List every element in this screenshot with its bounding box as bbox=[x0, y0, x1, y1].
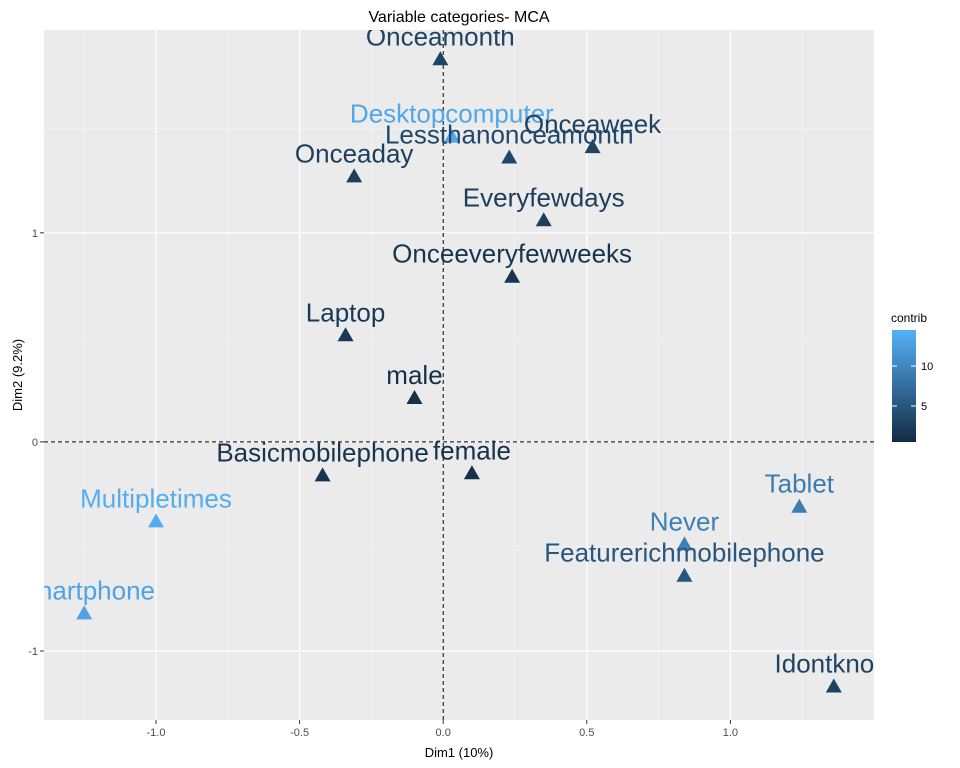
y-tick-label: 0 bbox=[32, 437, 38, 449]
y-tick-label: -1 bbox=[28, 646, 38, 658]
point-marker bbox=[76, 605, 93, 620]
point-label: Onceaday bbox=[295, 138, 414, 168]
point-label: Smartphone bbox=[13, 575, 155, 605]
x-tick-label: -0.5 bbox=[290, 727, 309, 739]
x-tick-label: -1.0 bbox=[147, 727, 166, 739]
legend-tick-label: 5 bbox=[921, 401, 927, 413]
x-tick-label: 0.5 bbox=[579, 727, 594, 739]
plot-panel bbox=[44, 30, 874, 720]
point-label: Onceaweek bbox=[524, 109, 662, 139]
point-label: Onceeveryfewweeks bbox=[392, 239, 632, 269]
point-label: Everyfewdays bbox=[463, 182, 625, 212]
point-label: Multipletimes bbox=[80, 483, 232, 513]
point-marker bbox=[504, 268, 521, 283]
point-label: female bbox=[433, 435, 511, 465]
grid-minor bbox=[44, 30, 874, 720]
point-marker bbox=[432, 51, 449, 66]
point-marker bbox=[825, 678, 842, 693]
chart-title: Variable categories- MCA bbox=[368, 9, 549, 26]
point-marker bbox=[501, 149, 518, 164]
data-points bbox=[76, 51, 842, 693]
point-label: Idontknow bbox=[775, 649, 894, 679]
point-label: Tablet bbox=[765, 469, 835, 499]
point-marker bbox=[443, 128, 460, 143]
x-axis-ticks: -1.0 -0.5 0.0 0.5 1.0 bbox=[147, 720, 738, 739]
legend-title: contrib bbox=[891, 311, 927, 325]
point-marker bbox=[676, 567, 693, 582]
point-marker bbox=[463, 465, 480, 480]
point-marker bbox=[535, 212, 552, 227]
point-marker bbox=[676, 536, 693, 551]
point-marker bbox=[791, 498, 808, 513]
y-axis-ticks: -1 0 1 bbox=[28, 228, 44, 658]
point-label: Basicmobilephone bbox=[216, 437, 428, 467]
point-marker bbox=[314, 467, 331, 482]
reference-lines bbox=[44, 30, 874, 720]
point-marker bbox=[337, 327, 354, 342]
x-axis-title: Dim1 (10%) bbox=[425, 745, 494, 760]
point-labels: Onceamonth DesktopcomputerLessthanonceamo… bbox=[13, 21, 894, 679]
legend-ticks: 5 10 bbox=[892, 361, 933, 413]
point-label: Laptop bbox=[306, 297, 386, 327]
point-marker bbox=[584, 139, 601, 154]
legend: contrib 5 10 bbox=[891, 311, 933, 442]
point-label: Onceamonth bbox=[366, 21, 515, 51]
point-label: Featurerichmobilephone bbox=[544, 538, 824, 568]
point-marker bbox=[148, 513, 165, 528]
y-axis-title: Dim2 (9.2%) bbox=[10, 339, 25, 411]
point-marker bbox=[406, 390, 423, 404]
x-tick-label: 0.0 bbox=[436, 727, 451, 739]
y-tick-label: 1 bbox=[32, 228, 38, 240]
point-label: Never bbox=[650, 506, 720, 536]
point-marker bbox=[346, 168, 363, 183]
legend-colorbar bbox=[892, 330, 916, 442]
point-label: Lessthanonceamonth bbox=[385, 120, 634, 150]
point-label: Desktopcomputer bbox=[350, 99, 554, 129]
legend-tick-label: 10 bbox=[921, 361, 933, 373]
point-label: male bbox=[386, 360, 442, 390]
x-tick-label: 1.0 bbox=[723, 727, 738, 739]
